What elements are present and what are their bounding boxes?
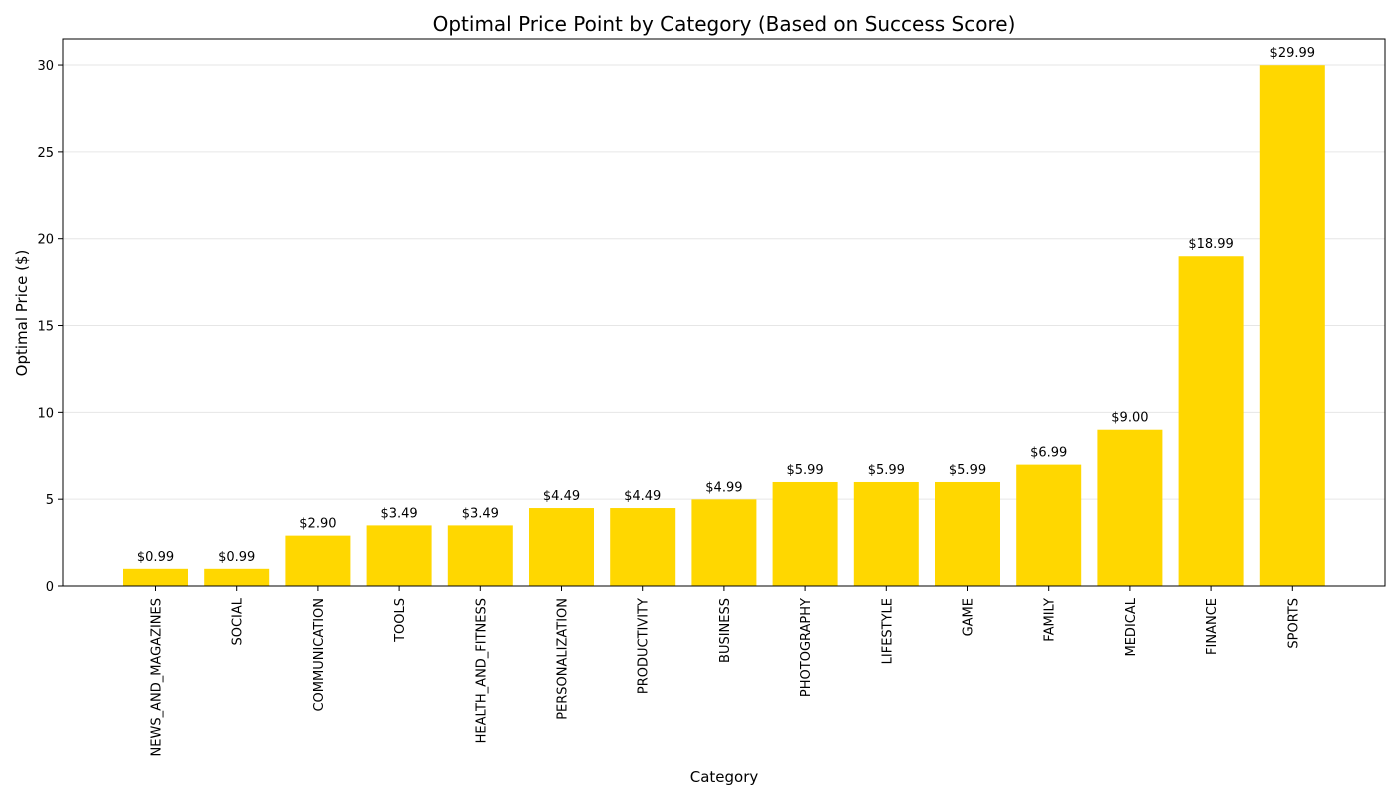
data-labels: $0.99 $0.99 $2.90 $3.49 $3.49 $4.49 $4.49 $4.99…	[137, 46, 1315, 565]
x-tick-label: HEALTH_AND_FITNESS	[474, 598, 489, 743]
data-label: $0.99	[218, 550, 255, 565]
bar	[772, 481, 838, 586]
data-label: $3.49	[462, 506, 499, 521]
x-tick-label: SPORTS	[1286, 598, 1301, 649]
x-tick-label: FINANCE	[1205, 598, 1220, 655]
bar	[691, 499, 757, 586]
x-axis-label: Category	[690, 768, 759, 786]
bar	[1016, 464, 1082, 586]
data-label: $4.49	[543, 489, 580, 504]
data-label: $5.99	[868, 463, 905, 478]
data-label: $29.99	[1270, 46, 1316, 61]
x-tick-label: PRODUCTIVITY	[637, 598, 652, 694]
data-label: $4.49	[624, 489, 661, 504]
data-label: $9.00	[1111, 411, 1148, 426]
x-tick-label: SOCIAL	[231, 597, 246, 645]
y-tick-label: 20	[37, 233, 54, 248]
data-label: $0.99	[137, 550, 174, 565]
bar	[1259, 65, 1325, 587]
data-label: $3.49	[380, 506, 417, 521]
y-tick-label: 5	[46, 493, 54, 508]
x-tick-label: NEWS_AND_MAGAZINES	[150, 598, 165, 756]
x-tick-label: BUSINESS	[718, 598, 733, 663]
bar-layer	[123, 65, 1325, 587]
data-label: $18.99	[1188, 237, 1234, 252]
y-axis: 0 5 10 15 20 25 30	[37, 59, 63, 595]
bar	[610, 508, 676, 586]
bar	[447, 525, 513, 586]
x-tick-label: MEDICAL	[1124, 597, 1139, 656]
data-label: $2.90	[299, 517, 336, 532]
grid-layer	[63, 64, 1385, 500]
y-tick-label: 10	[37, 406, 54, 421]
y-tick-label: 30	[37, 59, 54, 74]
bar	[1097, 429, 1163, 586]
x-tick-label: TOOLS	[393, 598, 408, 643]
bar	[204, 568, 270, 586]
y-tick-label: 0	[46, 580, 54, 595]
data-label: $5.99	[949, 463, 986, 478]
bar	[853, 481, 919, 586]
bar	[366, 525, 432, 586]
x-axis: NEWS_AND_MAGAZINES SOCIAL COMMUNICATION TOO…	[150, 586, 1301, 756]
bar	[285, 535, 351, 586]
y-tick-label: 15	[37, 320, 54, 335]
x-tick-label: PERSONALIZATION	[556, 598, 571, 720]
bar	[123, 568, 188, 586]
x-tick-label: PHOTOGRAPHY	[799, 598, 814, 697]
bar	[1178, 256, 1244, 586]
data-label: $6.99	[1030, 446, 1067, 461]
x-tick-label: LIFESTYLE	[880, 598, 895, 664]
x-tick-label: COMMUNICATION	[312, 598, 327, 712]
chart-title: Optimal Price Point by Category (Based o…	[433, 12, 1016, 36]
bar	[935, 481, 1000, 586]
y-axis-label: Optimal Price ($)	[13, 250, 31, 377]
y-tick-label: 25	[37, 146, 54, 161]
data-label: $5.99	[786, 463, 823, 478]
x-tick-label: FAMILY	[1043, 598, 1058, 642]
data-label: $4.99	[705, 480, 742, 495]
bar	[529, 508, 594, 586]
x-tick-label: GAME	[962, 598, 977, 636]
